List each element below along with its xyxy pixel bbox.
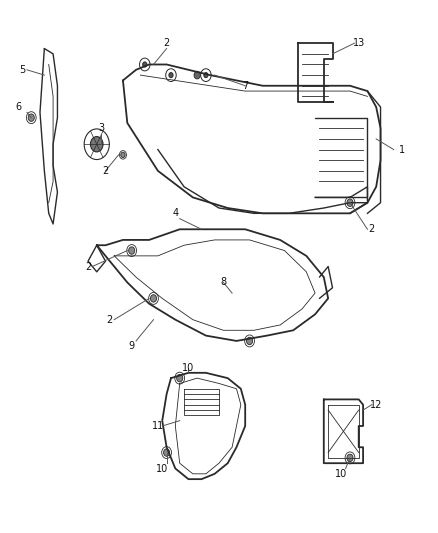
Text: 1: 1 — [399, 144, 406, 155]
Circle shape — [163, 449, 170, 456]
Circle shape — [347, 199, 353, 206]
Circle shape — [91, 136, 103, 152]
Text: 10: 10 — [156, 464, 168, 473]
Text: 11: 11 — [152, 421, 164, 431]
Circle shape — [143, 62, 147, 67]
Text: 10: 10 — [182, 362, 194, 373]
Circle shape — [247, 337, 253, 345]
Circle shape — [121, 152, 125, 158]
Text: 2: 2 — [102, 166, 109, 176]
Text: 6: 6 — [15, 102, 21, 112]
Text: 13: 13 — [353, 38, 365, 48]
Text: 2: 2 — [85, 262, 91, 271]
Circle shape — [177, 374, 183, 382]
Text: 2: 2 — [163, 38, 170, 48]
Text: 8: 8 — [220, 278, 226, 287]
Text: 2: 2 — [369, 224, 375, 235]
Text: 4: 4 — [172, 208, 178, 219]
Circle shape — [28, 114, 34, 122]
Text: 9: 9 — [129, 341, 135, 351]
Circle shape — [347, 454, 353, 462]
Text: 2: 2 — [107, 314, 113, 325]
Text: 7: 7 — [242, 81, 248, 91]
Text: 3: 3 — [98, 123, 104, 133]
Text: 10: 10 — [335, 469, 347, 479]
Circle shape — [150, 295, 156, 302]
Text: 12: 12 — [370, 400, 382, 410]
Text: 5: 5 — [19, 65, 26, 75]
Circle shape — [204, 72, 208, 78]
Circle shape — [129, 247, 135, 254]
Circle shape — [194, 71, 200, 79]
Circle shape — [169, 72, 173, 78]
